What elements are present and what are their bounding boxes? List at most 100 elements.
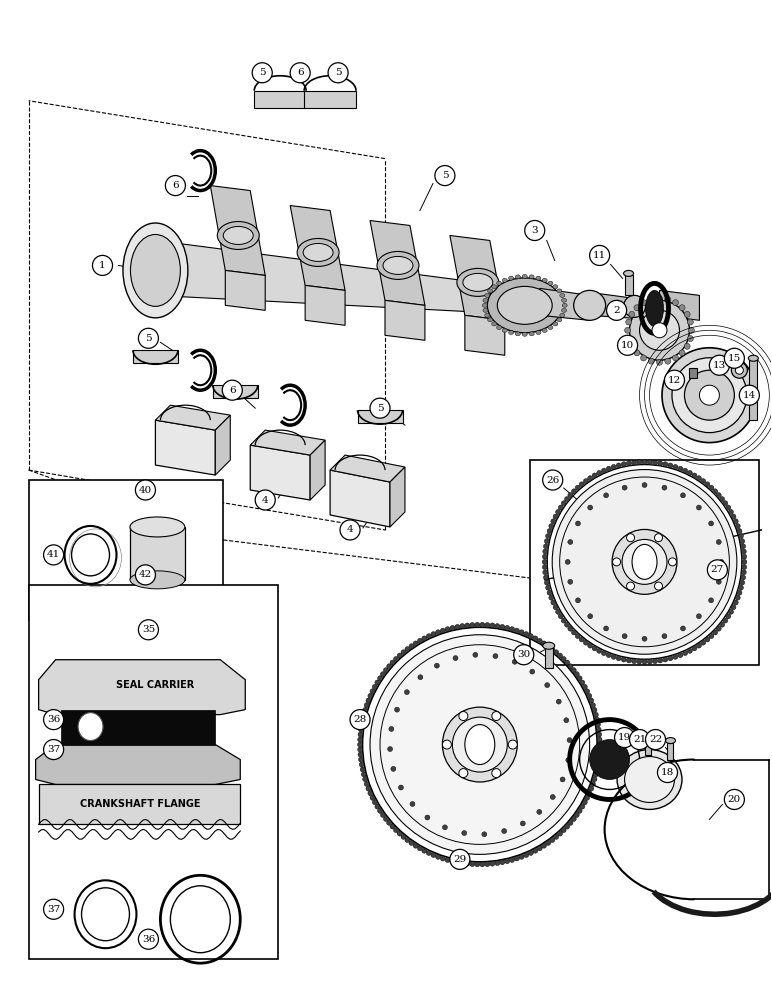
Ellipse shape — [410, 802, 415, 806]
Ellipse shape — [513, 659, 517, 664]
Ellipse shape — [445, 627, 450, 632]
Polygon shape — [250, 445, 310, 500]
Ellipse shape — [726, 614, 731, 619]
Circle shape — [43, 899, 63, 919]
Ellipse shape — [687, 470, 692, 475]
Ellipse shape — [597, 470, 601, 475]
Ellipse shape — [358, 732, 363, 737]
Ellipse shape — [384, 668, 388, 673]
Text: 21: 21 — [633, 735, 646, 744]
Ellipse shape — [692, 473, 697, 478]
Text: 22: 22 — [649, 735, 662, 744]
Circle shape — [435, 166, 455, 186]
Ellipse shape — [622, 485, 627, 490]
Ellipse shape — [496, 326, 502, 330]
Ellipse shape — [568, 493, 573, 498]
Ellipse shape — [372, 800, 378, 805]
Ellipse shape — [536, 331, 541, 335]
Ellipse shape — [381, 812, 385, 817]
Ellipse shape — [672, 300, 679, 306]
Ellipse shape — [627, 582, 635, 590]
Ellipse shape — [611, 654, 616, 659]
Circle shape — [43, 710, 63, 730]
Ellipse shape — [589, 698, 594, 703]
Ellipse shape — [680, 493, 686, 498]
Ellipse shape — [655, 534, 662, 542]
Ellipse shape — [130, 517, 185, 537]
Polygon shape — [130, 527, 185, 580]
Ellipse shape — [357, 742, 363, 747]
Ellipse shape — [587, 693, 592, 698]
Ellipse shape — [736, 366, 743, 374]
Ellipse shape — [574, 290, 605, 320]
Polygon shape — [225, 270, 266, 310]
Ellipse shape — [568, 626, 573, 631]
Ellipse shape — [629, 343, 635, 349]
Circle shape — [740, 385, 760, 405]
Ellipse shape — [463, 273, 493, 291]
Ellipse shape — [632, 544, 657, 579]
Ellipse shape — [741, 570, 747, 575]
Ellipse shape — [375, 804, 380, 809]
Ellipse shape — [553, 322, 558, 326]
Ellipse shape — [543, 570, 548, 575]
Ellipse shape — [740, 544, 746, 549]
Ellipse shape — [505, 625, 510, 630]
Ellipse shape — [358, 752, 363, 757]
Polygon shape — [358, 410, 403, 423]
Ellipse shape — [642, 659, 647, 664]
Ellipse shape — [431, 852, 436, 857]
Ellipse shape — [418, 638, 422, 643]
Ellipse shape — [611, 464, 616, 469]
Ellipse shape — [405, 647, 410, 652]
Ellipse shape — [557, 289, 562, 293]
Ellipse shape — [739, 585, 743, 590]
Polygon shape — [39, 784, 240, 824]
Polygon shape — [213, 385, 258, 398]
Ellipse shape — [568, 664, 573, 669]
Polygon shape — [254, 91, 306, 108]
Text: 18: 18 — [661, 768, 674, 777]
Ellipse shape — [740, 580, 745, 585]
Ellipse shape — [625, 336, 631, 342]
Ellipse shape — [567, 539, 573, 544]
Ellipse shape — [552, 470, 736, 654]
Ellipse shape — [604, 626, 608, 631]
Ellipse shape — [584, 689, 590, 694]
Text: 5: 5 — [442, 171, 449, 180]
Ellipse shape — [606, 653, 611, 658]
Ellipse shape — [587, 476, 593, 481]
Ellipse shape — [564, 660, 570, 665]
Ellipse shape — [634, 350, 640, 356]
Circle shape — [328, 63, 348, 83]
Ellipse shape — [537, 638, 542, 643]
Ellipse shape — [473, 652, 478, 657]
Ellipse shape — [575, 485, 581, 490]
Ellipse shape — [726, 505, 731, 510]
Ellipse shape — [662, 348, 757, 443]
Ellipse shape — [450, 859, 455, 864]
Ellipse shape — [656, 359, 662, 365]
Ellipse shape — [641, 300, 646, 306]
Ellipse shape — [490, 623, 495, 628]
Text: 13: 13 — [713, 361, 726, 370]
Ellipse shape — [663, 462, 668, 467]
Ellipse shape — [475, 862, 480, 867]
Ellipse shape — [574, 672, 579, 677]
Ellipse shape — [571, 668, 576, 673]
Ellipse shape — [665, 296, 671, 302]
Ellipse shape — [418, 675, 423, 680]
Ellipse shape — [729, 609, 733, 614]
Text: 20: 20 — [728, 795, 741, 804]
Ellipse shape — [522, 274, 527, 278]
Ellipse shape — [584, 795, 590, 800]
Circle shape — [135, 480, 155, 500]
Ellipse shape — [684, 343, 690, 349]
Ellipse shape — [413, 843, 418, 848]
Ellipse shape — [409, 840, 414, 845]
Ellipse shape — [557, 653, 563, 658]
Ellipse shape — [731, 514, 736, 519]
Circle shape — [665, 370, 685, 390]
Ellipse shape — [596, 757, 601, 762]
Polygon shape — [390, 467, 405, 527]
